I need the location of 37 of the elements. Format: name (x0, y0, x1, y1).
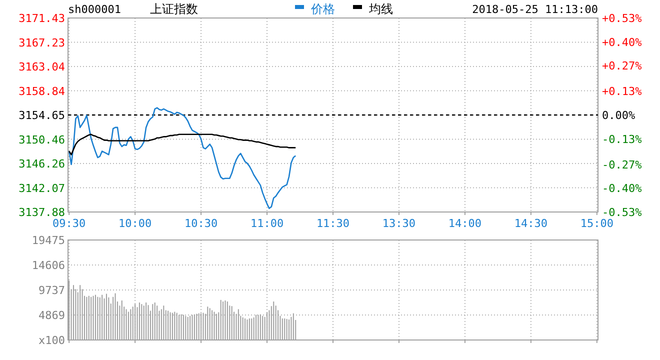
x-tick-label: 11:00 (250, 217, 284, 230)
y2-tick-label: +0.53% (602, 12, 642, 25)
y-tick-label: 4869 (38, 309, 65, 322)
text: sh000001 (68, 3, 121, 16)
y-tick-label: 3137.88 (18, 206, 65, 219)
y2-tick-label: -0.40% (602, 182, 642, 196)
x-tick-label: 14:00 (448, 217, 482, 230)
y-tick-label: 3163.04 (18, 60, 66, 74)
y-tick-label: 3150.46 (18, 133, 65, 146)
x-tick-label: 13:30 (382, 217, 416, 230)
y2-tick-label: -0.53% (602, 206, 642, 219)
y2-tick-label: +0.27% (602, 60, 642, 73)
y-tick-label: 3158.84 (18, 84, 66, 98)
x-tick-label: 10:30 (184, 217, 218, 230)
y-tick-label: 3142.07 (18, 182, 65, 195)
y-tick-label: 3171.43 (18, 12, 65, 25)
y2-tick-label: +0.13% (602, 85, 642, 98)
x-tick-label: 11:30 (316, 217, 350, 230)
chart-title: 上证指数 (150, 2, 198, 16)
y-tick-label: 9737 (38, 284, 65, 298)
legend-label: 均线 (368, 2, 393, 16)
y2-tick-label: +0.40% (602, 36, 642, 49)
y-tick-label: x100 (38, 334, 65, 347)
legend-label: 价格 (310, 2, 335, 16)
y-tick-label: 14606 (32, 259, 65, 272)
y2-tick-label: -0.27% (602, 158, 642, 172)
y-tick-label: 19475 (32, 234, 65, 247)
x-tick-label: 15:00 (580, 217, 614, 230)
y2-tick-label: -0.13% (602, 132, 642, 146)
x-tick-label: 10:00 (118, 217, 152, 230)
y-tick-label: 3154.65 (18, 109, 65, 122)
y2-tick-label: 0.00% (602, 109, 636, 122)
x-tick-label: 14:30 (514, 217, 548, 230)
text: 2018-05-25 11:13:00 (472, 3, 598, 16)
x-tick-label: 09:30 (52, 217, 86, 230)
y-tick-label: 3167.23 (18, 36, 65, 50)
y-tick-label: 3146.26 (18, 158, 65, 171)
